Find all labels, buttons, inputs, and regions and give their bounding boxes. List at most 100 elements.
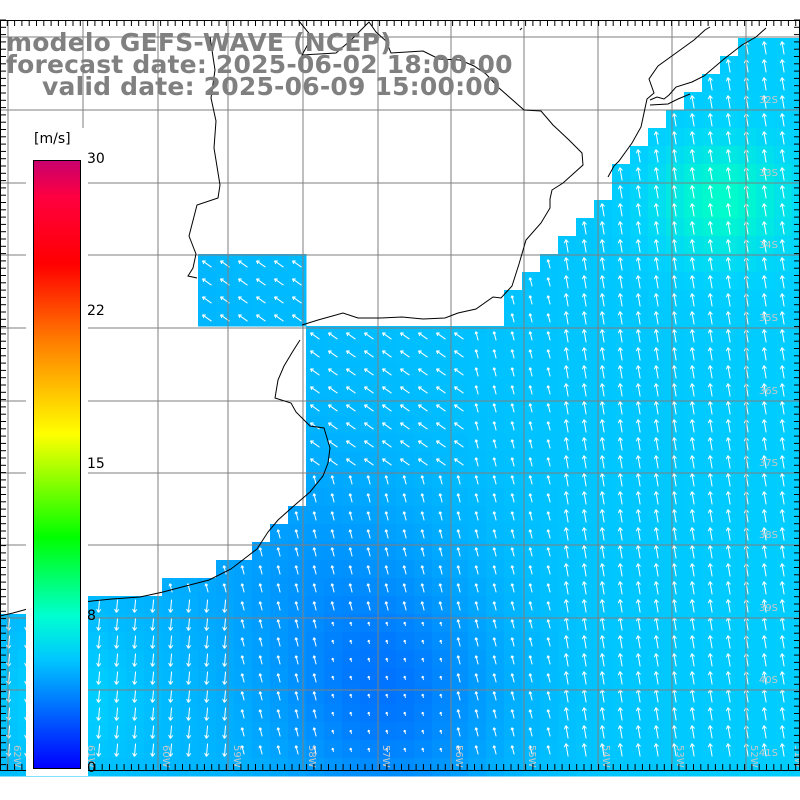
wind-arrow <box>474 583 479 593</box>
wind-arrow <box>617 473 623 487</box>
wind-arrow <box>418 404 428 412</box>
wind-arrow <box>454 458 464 466</box>
wind-arrow <box>581 347 587 361</box>
wind-arrow <box>653 725 659 739</box>
wind-arrow <box>400 350 410 358</box>
wind-arrow <box>546 349 551 359</box>
wind-arrow <box>96 653 102 667</box>
wind-arrow <box>653 185 659 199</box>
wind-arrow <box>599 419 605 433</box>
wind-arrow <box>438 583 443 593</box>
wind-arrow <box>761 131 767 145</box>
wind-arrow <box>310 368 320 376</box>
wind-arrow <box>707 743 713 757</box>
wind-arrow <box>635 509 641 523</box>
wind-arrow <box>725 365 731 379</box>
wind-arrow <box>294 727 299 737</box>
wind-arrow <box>761 113 767 127</box>
wind-arrow <box>707 95 713 109</box>
wind-arrow <box>421 693 425 699</box>
wind-arrow <box>725 149 731 163</box>
wind-arrow <box>563 257 569 271</box>
wind-arrow <box>258 745 263 755</box>
wind-arrow <box>725 203 731 217</box>
wind-arrow <box>546 619 551 629</box>
wind-arrow <box>348 601 353 611</box>
wind-arrow <box>402 583 407 593</box>
wind-arrow <box>366 583 371 593</box>
wind-arrow <box>689 509 695 523</box>
wind-arrow <box>96 689 102 703</box>
wind-arrow <box>546 295 551 305</box>
wind-arrow <box>346 332 356 340</box>
wind-arrow <box>599 221 605 235</box>
wind-arrow <box>385 711 389 717</box>
wind-arrow <box>204 689 210 703</box>
wind-arrow <box>653 473 659 487</box>
wind-arrow <box>400 422 410 430</box>
wind-arrow <box>382 332 392 340</box>
wind-arrow <box>367 729 371 735</box>
wind-arrow <box>238 278 248 286</box>
wind-arrow <box>599 437 605 451</box>
wind-arrow <box>420 601 425 611</box>
wind-arrow <box>779 455 785 469</box>
wind-arrow <box>635 347 641 361</box>
wind-arrow <box>510 493 515 503</box>
lon-label: 60W <box>160 745 171 768</box>
wind-arrow <box>779 671 785 685</box>
wind-arrow <box>707 293 713 307</box>
wind-arrow <box>421 747 425 753</box>
wind-arrow <box>348 475 353 485</box>
wind-arrow <box>420 583 425 593</box>
wind-arrow <box>617 383 623 397</box>
wind-arrow <box>725 383 731 397</box>
wind-arrow <box>635 329 641 343</box>
wind-arrow <box>400 368 410 376</box>
colorbar-tick-15: 15 <box>87 456 105 472</box>
wind-arrow <box>276 601 281 611</box>
wind-arrow <box>635 239 641 253</box>
wind-arrow <box>492 547 497 557</box>
wind-arrow <box>400 458 410 466</box>
wind-arrow <box>617 275 623 289</box>
wind-arrow <box>258 583 263 593</box>
model-title: modelo GEFS-WAVE (NCEP) <box>6 28 392 57</box>
wind-arrow <box>581 545 587 559</box>
wind-arrow <box>546 727 551 737</box>
wind-arrow <box>204 583 209 593</box>
wind-arrow <box>725 59 731 73</box>
wind-arrow <box>528 583 533 593</box>
wind-arrow <box>294 745 299 755</box>
wind-arrow <box>635 491 641 505</box>
wind-arrow <box>349 747 353 753</box>
wind-arrow <box>492 493 497 503</box>
wind-arrow <box>546 583 551 593</box>
wind-arrow <box>276 691 281 701</box>
wind-arrow <box>454 440 464 448</box>
wind-arrow <box>761 239 767 253</box>
wind-arrow <box>310 332 320 340</box>
wind-arrow <box>492 367 497 377</box>
wind-arrow <box>779 167 785 181</box>
wind-arrow <box>581 599 587 613</box>
wind-arrow <box>132 743 138 757</box>
wind-arrow <box>599 257 605 271</box>
wind-arrow <box>689 95 695 109</box>
valid-date: valid date: 2025-06-09 15:00:00 <box>42 72 501 101</box>
wind-arrow <box>635 653 641 667</box>
wind-arrow <box>331 621 335 627</box>
wind-arrow <box>384 529 389 539</box>
wind-arrow <box>186 617 192 631</box>
wind-arrow <box>617 599 623 613</box>
wind-arrow <box>510 385 515 395</box>
wind-arrow <box>761 221 767 235</box>
wind-arrow <box>635 707 641 721</box>
wind-arrow <box>581 455 587 469</box>
wind-arrow <box>671 545 677 559</box>
wind-arrow <box>599 401 605 415</box>
wind-arrow <box>725 599 731 613</box>
wind-arrow <box>761 635 767 649</box>
wind-arrow <box>402 475 407 485</box>
wind-arrow <box>671 257 677 271</box>
